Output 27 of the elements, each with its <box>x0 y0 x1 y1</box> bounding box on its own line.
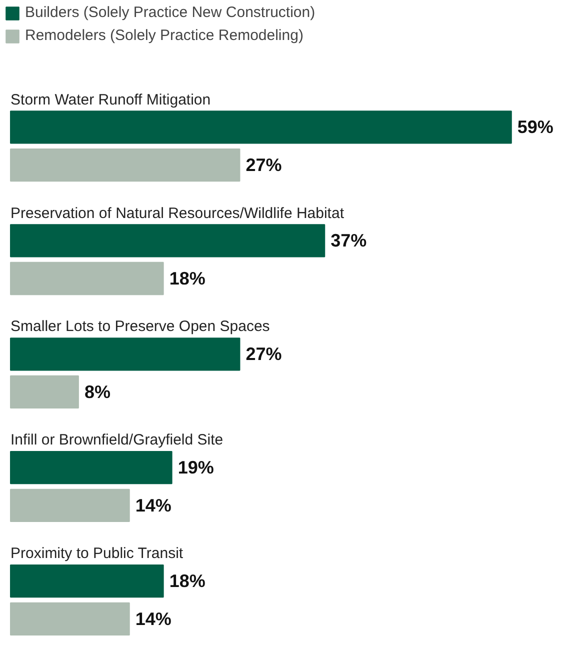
y-tick-label: Smaller Lots to Preserve Open Spaces <box>10 318 270 336</box>
y-tick-label: Storm Water Runoff Mitigation <box>10 91 211 108</box>
bar <box>10 224 326 258</box>
data-label: 19% <box>178 458 214 478</box>
legend-label: Remodelers (Solely Practice Remodeling) <box>25 27 304 44</box>
y-tick-label: Proximity to Public Transit <box>10 545 184 562</box>
legend-label: Builders (Solely Practice New Construction) <box>25 4 316 21</box>
data-label: 27% <box>246 344 282 364</box>
bar <box>10 451 172 484</box>
y-tick-label: Infill or Brownfield/Grayfield Site <box>10 432 224 449</box>
y-tick-label: Preservation of Natural Resources/Wildlife Habitat <box>10 204 345 222</box>
data-label: 18% <box>169 268 206 288</box>
bar <box>10 488 130 522</box>
bar <box>10 110 512 144</box>
bar <box>10 602 130 636</box>
data-label: 59% <box>517 117 554 138</box>
data-label: 14% <box>135 608 172 629</box>
data-label: 27% <box>246 155 282 176</box>
data-label: 14% <box>135 495 172 516</box>
bar <box>10 148 240 182</box>
data-label: 37% <box>330 230 367 251</box>
data-label: 18% <box>169 571 206 592</box>
bar <box>10 564 164 598</box>
bar <box>10 338 240 371</box>
bar <box>10 375 79 409</box>
bar <box>10 262 164 296</box>
data-label: 8% <box>84 382 110 402</box>
